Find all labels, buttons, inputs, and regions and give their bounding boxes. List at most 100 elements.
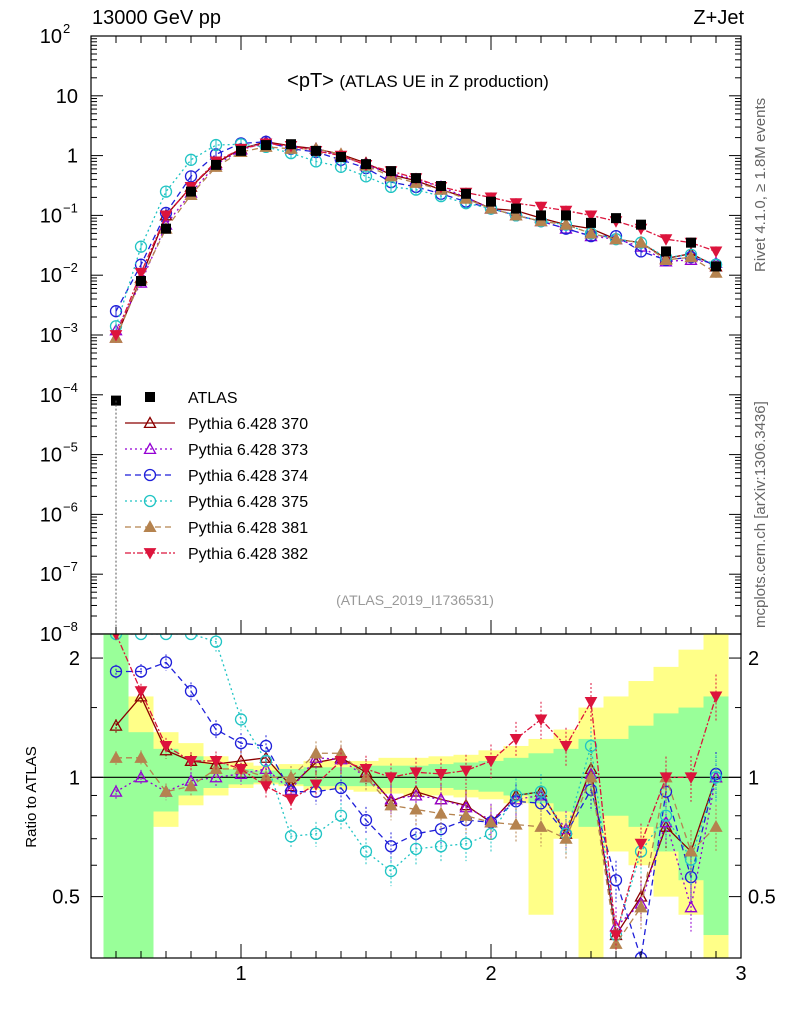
ratio-point	[109, 784, 123, 797]
ratio-point	[134, 686, 148, 698]
ratio-point	[259, 781, 273, 793]
ratio-point	[184, 685, 198, 698]
ratio-y-tick-label-right: 2	[748, 648, 759, 670]
series-point	[584, 226, 598, 239]
rivet-version-label: Rivet 4.1.0, ≥ 1.8M events	[752, 97, 769, 272]
ratio-y-axis-label: Ratio to ATLAS	[23, 746, 40, 847]
header-process: 13000 GeV pp	[92, 7, 221, 29]
ratio-point	[134, 665, 148, 678]
series-point	[659, 234, 673, 246]
ratio-point	[684, 772, 698, 784]
series-point	[584, 210, 598, 222]
ratio-point	[109, 750, 123, 763]
y-tick-exponent: −3	[63, 320, 78, 335]
legend-marker	[143, 520, 157, 533]
series-point	[709, 246, 723, 258]
ratio-point	[134, 770, 148, 783]
ratio-point	[184, 634, 198, 641]
atlas-data-point	[136, 275, 146, 286]
ratio-point	[659, 815, 673, 828]
main-series-group	[109, 134, 723, 634]
series-point	[709, 265, 723, 278]
series-point	[534, 214, 548, 227]
series-point	[134, 267, 148, 280]
atlas-data-point	[161, 223, 171, 234]
ratio-point	[359, 845, 373, 858]
ratio-point	[384, 798, 398, 811]
atlas-data-point	[286, 139, 296, 150]
series-point	[484, 201, 498, 214]
ratio-point	[184, 779, 198, 792]
series-point	[134, 240, 148, 253]
ratio-point	[709, 771, 723, 784]
ratio-point	[384, 840, 398, 853]
ratio-point	[709, 820, 723, 832]
ratio-point	[659, 772, 673, 784]
x-tick-label: 3	[735, 963, 746, 985]
ratio-point	[509, 734, 523, 746]
ratio-y-tick-label-right: 0.5	[748, 887, 776, 909]
ratio-point	[309, 779, 323, 791]
ratio-point	[159, 634, 173, 641]
ratio-point	[184, 756, 198, 768]
series-point	[534, 201, 548, 214]
atlas-data-point	[711, 261, 721, 272]
ratio-point	[359, 764, 373, 776]
atlas-data-point	[586, 217, 596, 228]
ratio-point	[209, 635, 223, 648]
atlas-data-point	[436, 181, 446, 192]
atlas-data-point	[511, 203, 521, 214]
ratio-point	[159, 784, 173, 797]
ratio-point	[309, 827, 323, 841]
y-tick-exponent: −8	[63, 619, 78, 634]
ratio-point	[159, 743, 173, 756]
y-tick-exponent: 2	[63, 21, 70, 36]
legend-marker	[143, 416, 157, 429]
atlas-data-point	[636, 219, 646, 230]
ratio-point	[459, 765, 473, 778]
legend-marker	[143, 442, 157, 455]
main-frame	[90, 35, 742, 635]
y-tick-exponent: −5	[63, 440, 78, 455]
series-line	[115, 141, 717, 312]
ratio-point	[409, 802, 423, 815]
ratio-point	[634, 838, 648, 851]
uncertainty-band-green	[128, 732, 154, 958]
legend-label: Pythia 6.428 370	[188, 416, 308, 433]
uncertainty-band-green	[703, 696, 729, 936]
ratio-point	[109, 665, 123, 678]
chart-title-sub: (ATLAS UE in Z production)	[339, 72, 548, 91]
ratio-panel: 1 2 3 0.5 0.5 1 1 2 2 Ratio to ATLAS	[23, 633, 776, 985]
ratio-series-line	[116, 634, 717, 936]
ratio-point	[284, 770, 298, 783]
atlas-data-point	[611, 213, 621, 224]
legend-label: Pythia 6.428 373	[188, 442, 308, 459]
y-tick-label: 1	[67, 146, 78, 168]
ratio-point	[459, 837, 473, 850]
atlas-data-point	[386, 166, 396, 177]
ratio-point	[384, 772, 398, 784]
ratio-point	[434, 769, 448, 781]
ratio-point	[159, 741, 173, 753]
ratio-point	[559, 741, 573, 753]
ratio-point	[234, 764, 248, 776]
y-tick-exponent: −2	[63, 260, 78, 275]
atlas-data-point	[211, 159, 221, 170]
legend-label: Pythia 6.428 381	[188, 520, 308, 537]
y-tick-label: 10	[40, 26, 62, 48]
atlas-data-point	[236, 145, 246, 156]
y-tick-label: 10	[40, 385, 62, 407]
y-tick-label: 10	[40, 325, 62, 347]
ratio-point	[334, 781, 348, 795]
series-point	[159, 185, 173, 198]
ratio-point	[509, 789, 523, 802]
y-tick-label: 10	[40, 265, 62, 287]
ratio-y-tick-label-right: 1	[748, 767, 759, 789]
ratio-point	[659, 809, 673, 822]
atlas-data-point	[411, 173, 421, 184]
uncertainty-band-green	[553, 748, 579, 812]
ratio-point	[584, 697, 598, 709]
series-point	[109, 330, 123, 342]
legend-marker	[143, 494, 157, 508]
